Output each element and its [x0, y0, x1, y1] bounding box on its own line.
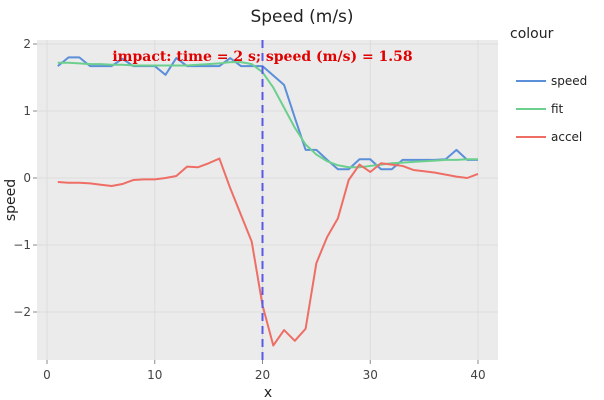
legend-item-accel: accel — [551, 130, 582, 144]
legend: speed fit accel — [516, 74, 587, 144]
legend-item-speed: speed — [551, 74, 587, 88]
x-tick-label: 30 — [363, 368, 378, 382]
y-tick-label: 2 — [23, 37, 31, 51]
series-fit — [57, 61, 478, 169]
impact-annotation: impact: time = 2 s; speed (m/s) = 1.58 — [112, 49, 412, 65]
y-tick-label: 1 — [23, 104, 31, 118]
series-accel — [57, 157, 479, 347]
series-lines — [57, 56, 479, 347]
x-axis-ticks: 0 10 20 30 40 — [43, 360, 486, 382]
y-tick-label: −2 — [13, 305, 31, 319]
x-tick-label: 40 — [470, 368, 485, 382]
series-speed — [57, 56, 478, 171]
legend-title: colour — [510, 26, 554, 42]
x-tick-label: 20 — [255, 368, 270, 382]
chart-title: Speed (m/s) — [250, 7, 353, 27]
x-tick-label: 0 — [43, 368, 51, 382]
plot-area — [37, 40, 498, 360]
y-axis-ticks: 2 1 0 −1 −2 — [13, 37, 37, 319]
legend-item-fit: fit — [551, 102, 564, 116]
x-axis-label: x — [264, 385, 272, 400]
x-tick-label: 10 — [147, 368, 162, 382]
y-tick-label: −1 — [13, 238, 31, 252]
y-tick-label: 0 — [23, 171, 31, 185]
y-axis-label: speed — [3, 179, 19, 221]
